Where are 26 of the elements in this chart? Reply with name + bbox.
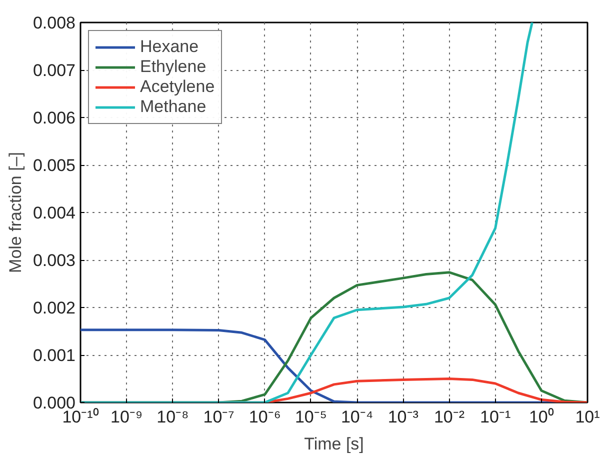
y-tick-label: 0.004 xyxy=(32,204,76,222)
y-tick-label: 0.005 xyxy=(32,156,76,175)
x-tick-label: 10⁻⁷ xyxy=(203,408,234,426)
legend-label: Methane xyxy=(140,97,206,117)
legend-label: Hexane xyxy=(140,37,199,57)
y-tick-label: 0.003 xyxy=(32,251,76,270)
y-tick-label: 0.007 xyxy=(32,61,76,80)
legend-label: Ethylene xyxy=(140,57,206,77)
y-axis-title: Mole fraction [–] xyxy=(6,152,25,273)
x-axis-title: Time [s] xyxy=(304,434,364,454)
y-tick-label: 0.002 xyxy=(32,298,76,318)
x-tick-label: 10¹ xyxy=(575,408,600,426)
y-tick-label: 0.001 xyxy=(32,346,76,365)
legend-label: Acetylene xyxy=(140,77,215,97)
y-tick-label: 0.008 xyxy=(32,14,76,32)
x-tick-label: 10⁻² xyxy=(434,408,465,426)
x-tick-label: 10⁻⁴ xyxy=(340,408,374,426)
y-tick-label: 0.006 xyxy=(32,108,76,128)
x-tick-label: 10⁻⁶ xyxy=(248,408,281,426)
x-tick-label: 10⁻¹⁰ xyxy=(62,408,99,426)
x-tick-label: 10⁻⁵ xyxy=(294,408,327,426)
x-tick-label: 10⁻⁸ xyxy=(156,408,189,426)
x-tick-label: 10⁰ xyxy=(528,408,554,426)
x-tick-label: 10⁻¹ xyxy=(480,408,511,426)
x-tick-label: 10⁻⁹ xyxy=(110,408,143,426)
x-tick-label: 10⁻³ xyxy=(388,408,419,426)
